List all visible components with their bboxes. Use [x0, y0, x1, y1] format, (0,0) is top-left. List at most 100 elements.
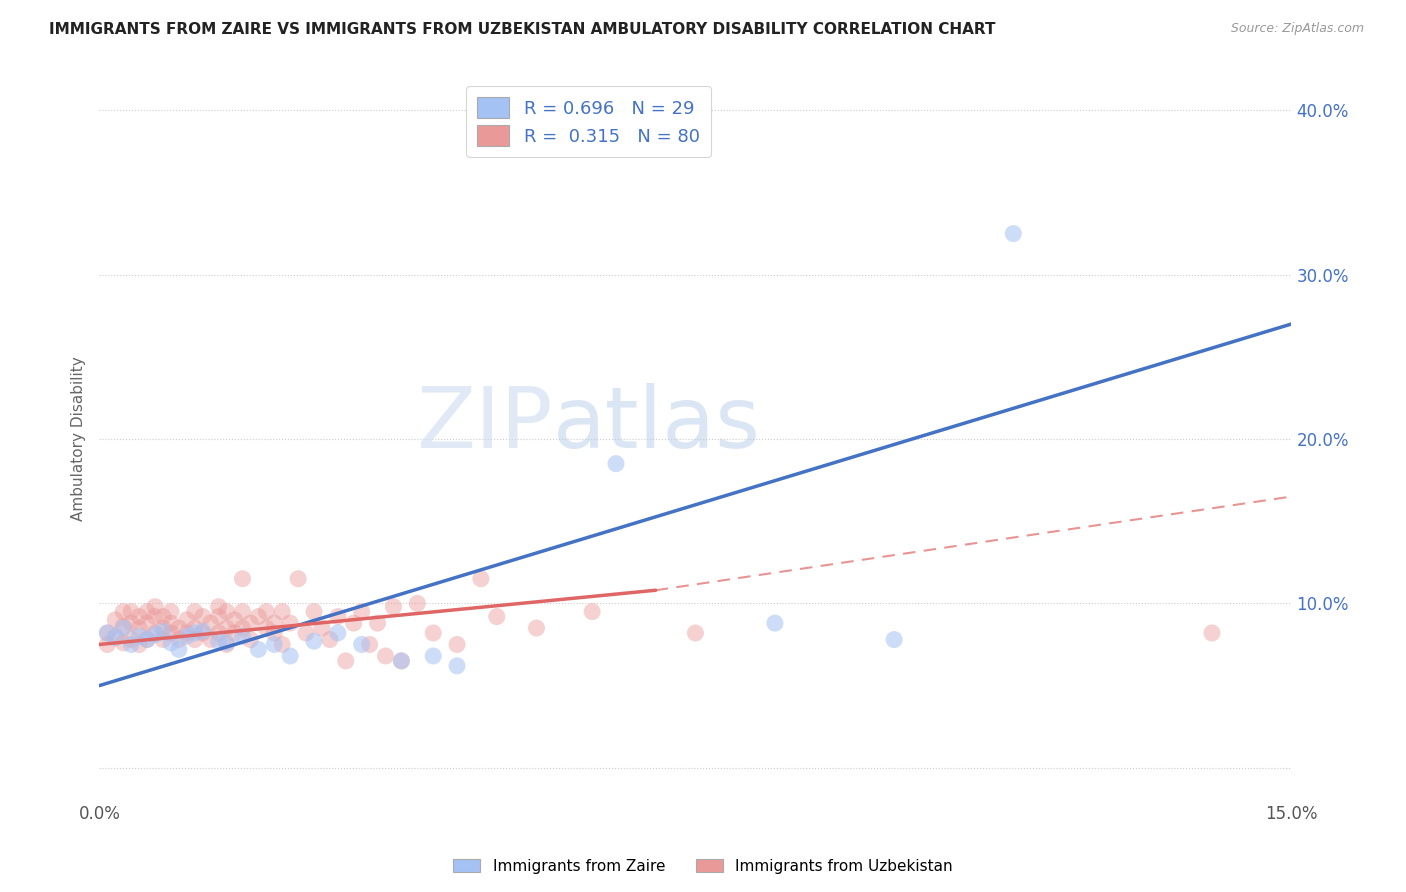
Point	[200, 616, 222, 631]
Point	[343, 616, 366, 631]
Point	[239, 616, 262, 631]
Point	[231, 572, 253, 586]
Point	[319, 632, 342, 647]
Point	[128, 629, 150, 643]
Point	[422, 626, 444, 640]
Point	[143, 599, 166, 614]
Point	[685, 626, 707, 640]
Point	[350, 605, 373, 619]
Point	[184, 632, 207, 647]
Point	[278, 648, 301, 663]
Point	[184, 626, 207, 640]
Point	[302, 605, 325, 619]
Point	[391, 654, 413, 668]
Point	[208, 599, 231, 614]
Point	[160, 605, 183, 619]
Point	[485, 609, 508, 624]
Point	[120, 638, 142, 652]
Point	[176, 626, 198, 640]
Point	[176, 629, 198, 643]
Point	[200, 632, 222, 647]
Point	[247, 609, 270, 624]
Point	[120, 616, 142, 631]
Point	[112, 619, 135, 633]
Point	[128, 638, 150, 652]
Point	[382, 599, 405, 614]
Point	[136, 605, 159, 619]
Point	[104, 629, 127, 643]
Point	[224, 626, 246, 640]
Point	[96, 626, 118, 640]
Point	[302, 634, 325, 648]
Point	[112, 605, 135, 619]
Point	[247, 642, 270, 657]
Point	[406, 596, 429, 610]
Point	[208, 609, 231, 624]
Point	[271, 605, 294, 619]
Y-axis label: Ambulatory Disability: Ambulatory Disability	[72, 357, 86, 522]
Point	[254, 621, 277, 635]
Point	[208, 626, 231, 640]
Point	[263, 638, 285, 652]
Point	[152, 621, 174, 635]
Point	[446, 638, 468, 652]
Point	[581, 605, 603, 619]
Point	[215, 621, 238, 635]
Point	[263, 616, 285, 631]
Point	[470, 572, 492, 586]
Point	[295, 626, 318, 640]
Point	[143, 609, 166, 624]
Point	[152, 632, 174, 647]
Point	[350, 638, 373, 652]
Point	[367, 616, 389, 631]
Point	[391, 654, 413, 668]
Point	[112, 621, 135, 635]
Point	[224, 613, 246, 627]
Point	[112, 636, 135, 650]
Point	[104, 613, 127, 627]
Point	[96, 626, 118, 640]
Point	[160, 616, 183, 631]
Point	[287, 572, 309, 586]
Point	[231, 621, 253, 635]
Point	[104, 631, 127, 645]
Point	[120, 605, 142, 619]
Point	[359, 638, 381, 652]
Point	[763, 616, 786, 631]
Point	[96, 638, 118, 652]
Point	[143, 626, 166, 640]
Point	[191, 609, 214, 624]
Point	[152, 624, 174, 639]
Text: ZIP: ZIP	[416, 383, 553, 466]
Point	[160, 626, 183, 640]
Point	[167, 642, 190, 657]
Text: Source: ZipAtlas.com: Source: ZipAtlas.com	[1230, 22, 1364, 36]
Text: IMMIGRANTS FROM ZAIRE VS IMMIGRANTS FROM UZBEKISTAN AMBULATORY DISABILITY CORREL: IMMIGRANTS FROM ZAIRE VS IMMIGRANTS FROM…	[49, 22, 995, 37]
Point	[883, 632, 905, 647]
Point	[254, 605, 277, 619]
Point	[326, 609, 349, 624]
Point	[231, 605, 253, 619]
Text: atlas: atlas	[553, 383, 761, 466]
Point	[271, 638, 294, 652]
Point	[263, 626, 285, 640]
Point	[1201, 626, 1223, 640]
Point	[143, 627, 166, 641]
Point	[215, 636, 238, 650]
Point	[239, 632, 262, 647]
Point	[191, 624, 214, 639]
Point	[231, 629, 253, 643]
Point	[160, 636, 183, 650]
Point	[605, 457, 627, 471]
Point	[176, 613, 198, 627]
Point	[215, 638, 238, 652]
Point	[136, 632, 159, 647]
Point	[526, 621, 548, 635]
Legend: R = 0.696   N = 29, R =  0.315   N = 80: R = 0.696 N = 29, R = 0.315 N = 80	[465, 87, 710, 157]
Point	[184, 621, 207, 635]
Point	[191, 626, 214, 640]
Point	[311, 621, 333, 635]
Point	[335, 654, 357, 668]
Point	[167, 632, 190, 647]
Point	[136, 632, 159, 647]
